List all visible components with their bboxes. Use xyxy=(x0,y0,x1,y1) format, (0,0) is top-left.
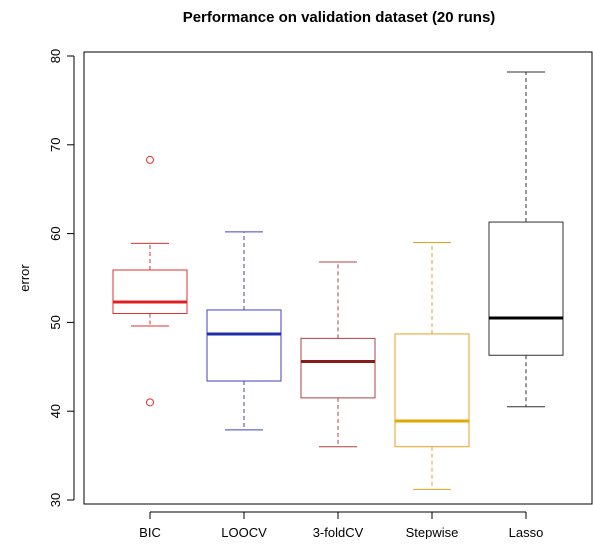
y-tick-label: 70 xyxy=(48,138,63,152)
chart-title: Performance on validation dataset (20 ru… xyxy=(183,9,496,26)
box-lasso xyxy=(488,71,564,408)
box-iqr xyxy=(112,269,188,315)
outlier-point xyxy=(146,155,154,164)
x-tick-label-bic: BIC xyxy=(139,525,161,539)
y-tick-label: 30 xyxy=(48,493,63,507)
box-iqr xyxy=(394,333,470,448)
box-iqr xyxy=(300,337,376,399)
box-stepwise xyxy=(394,241,470,490)
x-tick-label-loocv: LOOCV xyxy=(221,525,267,539)
plot-frame xyxy=(83,51,593,505)
y-axis-label: error xyxy=(17,264,32,292)
box-series-group xyxy=(112,71,564,490)
y-tick-label: 60 xyxy=(48,226,63,240)
box-3-foldcv xyxy=(300,261,376,448)
outlier-point xyxy=(146,398,154,407)
box-bic xyxy=(112,155,188,407)
box-loocv xyxy=(206,231,282,431)
y-axis: 30 40 50 60 70 80 xyxy=(48,49,75,507)
box-iqr xyxy=(206,309,282,382)
x-tick-label-lasso: Lasso xyxy=(509,525,544,539)
x-tick-label-stepwise: Stepwise xyxy=(406,525,459,539)
x-axis: BIC LOOCV 3-foldCV Stepwise Lasso xyxy=(139,511,544,540)
y-tick-label: 80 xyxy=(48,49,63,63)
x-tick-label-3-foldcv: 3-foldCV xyxy=(313,525,364,539)
y-tick-label: 50 xyxy=(48,315,63,329)
y-tick-label: 40 xyxy=(48,404,63,418)
box-iqr xyxy=(488,221,564,356)
